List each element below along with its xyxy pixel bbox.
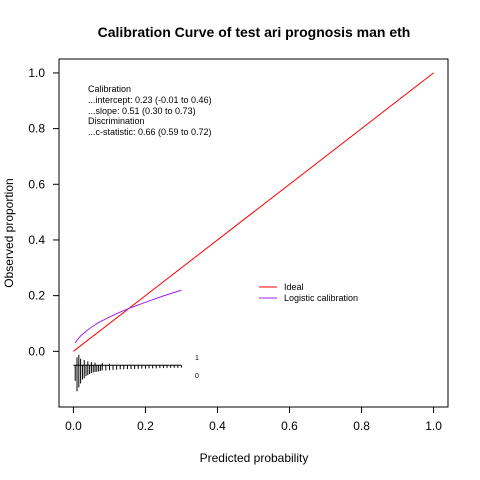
x-tick-label: 0.4: [209, 419, 226, 433]
legend-label-logistic: Logistic calibration: [284, 293, 358, 303]
x-tick-label: 0.2: [137, 419, 154, 433]
x-tick-label: 0.8: [353, 419, 370, 433]
y-tick-label: 0.4: [28, 233, 45, 247]
annotation-slope: ...slope: 0.51 (0.30 to 0.73): [88, 106, 196, 116]
y-tick-label: 0.0: [28, 344, 45, 358]
annotation-box: Calibration ...intercept: 0.23 (-0.01 to…: [88, 84, 212, 137]
distribution-layer: [73, 354, 182, 392]
x-tick-label: 1.0: [425, 419, 442, 433]
annotation-calibration: Calibration: [88, 84, 131, 94]
y-tick-label: 0.8: [28, 122, 45, 136]
distribution-label-events: 1: [195, 355, 199, 362]
y-axis-label: Observed proportion: [2, 178, 16, 287]
y-axis: 0.0 0.2 0.4 0.6 0.8 1.0: [28, 66, 60, 358]
y-tick-label: 1.0: [28, 66, 45, 80]
y-tick-label: 0.2: [28, 289, 45, 303]
x-axis-label: Predicted probability: [200, 451, 309, 465]
chart-title: Calibration Curve of test ari prognosis …: [98, 24, 411, 40]
x-tick-label: 0.0: [65, 419, 82, 433]
y-tick-label: 0.6: [28, 177, 45, 191]
series-layer: [73, 72, 434, 352]
series-line-ideal: [73, 72, 434, 352]
legend-label-ideal: Ideal: [284, 282, 304, 292]
x-tick-label: 0.6: [281, 419, 298, 433]
annotation-intercept: ...intercept: 0.23 (-0.01 to 0.46): [88, 95, 212, 105]
x-axis: 0.0 0.2 0.4 0.6 0.8 1.0: [65, 406, 442, 433]
series-line-logistic-calibration: [74, 289, 182, 344]
distribution-label-nonevents: 0: [195, 373, 199, 380]
annotation-discrimination: Discrimination: [88, 116, 145, 126]
legend: Ideal Logistic calibration: [259, 282, 358, 303]
annotation-c-statistic: ...c-statistic: 0.66 (0.59 to 0.72): [88, 127, 212, 137]
